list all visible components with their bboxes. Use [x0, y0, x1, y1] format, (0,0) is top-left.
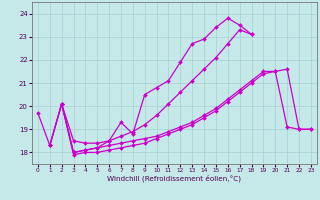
- X-axis label: Windchill (Refroidissement éolien,°C): Windchill (Refroidissement éolien,°C): [108, 175, 241, 182]
